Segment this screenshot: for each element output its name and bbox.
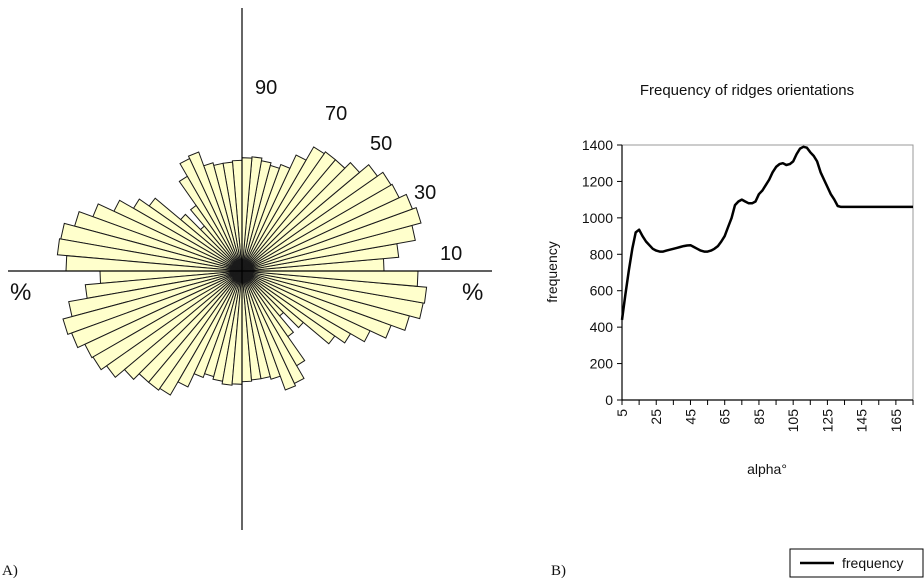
y-tick-label: 1000	[582, 210, 613, 226]
rose-ring-label: 70	[325, 103, 347, 125]
y-tick-label: 1400	[582, 137, 613, 153]
rose-ring-label: 10	[440, 243, 462, 265]
chart-title: Frequency of ridges orientations	[640, 82, 854, 99]
rose-diagram: 10 30 50 70 90 % %	[8, 8, 492, 530]
y-tick-label: 400	[590, 319, 614, 335]
y-axis-label: frequency	[544, 241, 560, 302]
x-tick-label: 105	[785, 409, 801, 433]
x-tick-label: 5	[614, 409, 630, 417]
y-tick-label: 200	[590, 356, 614, 372]
x-axis-label: alpha°	[747, 461, 787, 477]
y-tick-label: 1200	[582, 173, 613, 189]
frequency-series-line	[620, 145, 913, 321]
x-tick-label: 165	[888, 409, 904, 433]
panel-label-a: A)	[2, 563, 18, 579]
y-tick-label: 600	[590, 283, 614, 299]
x-tick-label: 85	[751, 409, 767, 425]
rose-ring-label: 50	[370, 133, 392, 155]
y-tick-label: 800	[590, 246, 614, 262]
y-tick-label: 0	[605, 392, 613, 408]
legend: frequency	[789, 548, 924, 578]
x-tick-label: 145	[854, 409, 870, 433]
rose-axis-label-left: %	[10, 279, 31, 306]
rose-ring-labels: 10 30 50 70 90	[255, 77, 462, 265]
rose-axis-label-right: %	[462, 279, 483, 306]
x-axis: 5 25 45 65 85 105 125 145 165	[614, 399, 914, 433]
rose-ring-label: 90	[255, 77, 277, 99]
frequency-line-chart: Frequency of ridges orientations 0 200 400…	[544, 82, 924, 578]
x-tick-label: 125	[819, 409, 835, 433]
x-tick-label: 45	[683, 409, 699, 425]
legend-entry: frequency	[842, 555, 903, 571]
y-axis: 0 200 400 600 800 1000 1200 1400	[582, 137, 623, 408]
x-tick-label: 65	[717, 409, 733, 425]
panel-label-b: B)	[551, 563, 566, 579]
rose-petals	[56, 146, 428, 396]
rose-ring-label: 30	[414, 182, 436, 204]
x-tick-label: 25	[648, 409, 664, 425]
